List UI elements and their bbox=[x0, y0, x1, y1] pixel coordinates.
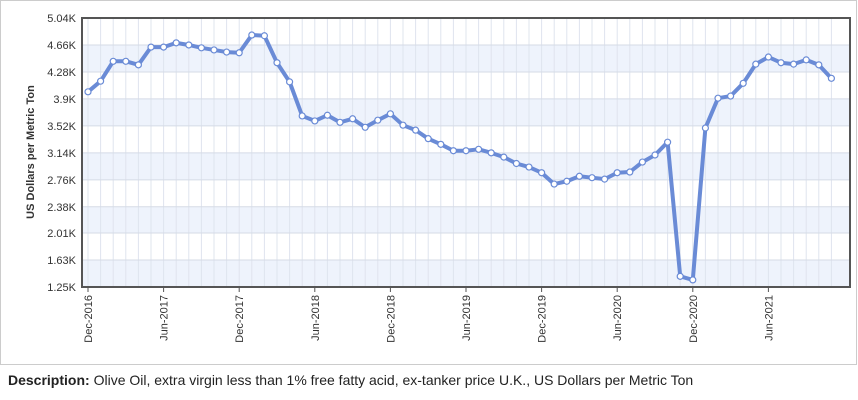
point bbox=[588, 174, 596, 182]
x-tick-label: Dec-2019 bbox=[537, 295, 549, 343]
x-tick-label: Dec-2020 bbox=[688, 295, 700, 343]
point bbox=[689, 276, 697, 284]
point bbox=[323, 111, 331, 119]
point bbox=[122, 57, 130, 65]
point bbox=[663, 138, 672, 146]
point bbox=[475, 145, 483, 153]
point bbox=[752, 60, 760, 68]
x-tick-label: Dec-2017 bbox=[234, 295, 246, 343]
point bbox=[134, 61, 142, 69]
point bbox=[248, 31, 256, 39]
point bbox=[512, 159, 521, 168]
point bbox=[613, 169, 621, 177]
point bbox=[701, 124, 710, 132]
point bbox=[802, 56, 810, 64]
point bbox=[550, 180, 558, 188]
point bbox=[273, 59, 281, 67]
point bbox=[676, 272, 684, 280]
point bbox=[789, 60, 798, 68]
point bbox=[827, 74, 836, 82]
point bbox=[739, 79, 747, 87]
point bbox=[449, 147, 457, 155]
y-tick-label: 2.76K bbox=[47, 175, 76, 187]
y-tick-label: 1.63K bbox=[47, 255, 76, 267]
x-tick-label: Dec-2016 bbox=[83, 295, 95, 343]
point bbox=[386, 110, 394, 118]
point bbox=[815, 61, 823, 69]
y-axis-label: US Dollars per Metric Ton bbox=[25, 85, 37, 219]
point bbox=[500, 153, 508, 161]
description: Description: Olive Oil, extra virgin les… bbox=[8, 372, 693, 388]
point bbox=[714, 94, 722, 102]
y-tick-label: 4.66K bbox=[47, 40, 76, 52]
point bbox=[412, 126, 420, 134]
point bbox=[575, 172, 584, 180]
x-tick-label: Dec-2018 bbox=[385, 295, 397, 343]
point bbox=[651, 151, 659, 159]
point bbox=[374, 116, 382, 124]
chart: US Dollars per Metric Ton 1.25K 1.63K 2.01… bbox=[0, 0, 857, 365]
point bbox=[399, 121, 407, 129]
x-tick-label: Jun-2020 bbox=[612, 295, 624, 341]
y-tick-label: 3.52K bbox=[47, 121, 76, 133]
point bbox=[525, 163, 533, 171]
point bbox=[361, 123, 369, 131]
point bbox=[437, 140, 445, 148]
point bbox=[311, 117, 319, 125]
point bbox=[726, 92, 735, 100]
x-tick-label: Jun-2021 bbox=[763, 295, 775, 341]
point bbox=[462, 147, 470, 155]
point bbox=[638, 158, 647, 166]
point bbox=[84, 88, 92, 96]
point bbox=[210, 46, 218, 54]
point bbox=[197, 44, 205, 52]
y-tick-label: 4.28K bbox=[47, 67, 76, 79]
point bbox=[777, 59, 785, 67]
point bbox=[160, 43, 168, 51]
point bbox=[260, 32, 268, 40]
y-tick-label: 3.14K bbox=[47, 148, 76, 160]
point bbox=[764, 53, 773, 61]
point bbox=[298, 112, 306, 120]
point bbox=[563, 177, 571, 185]
x-tick-label: Jun-2017 bbox=[159, 295, 171, 341]
point bbox=[185, 41, 193, 49]
point bbox=[286, 78, 294, 86]
point bbox=[235, 49, 243, 57]
point bbox=[223, 48, 231, 56]
point bbox=[537, 169, 546, 177]
point bbox=[96, 77, 105, 85]
x-tick-label: Jun-2018 bbox=[310, 295, 322, 341]
point bbox=[424, 135, 432, 143]
y-tick-label: 2.38K bbox=[47, 202, 76, 214]
point bbox=[487, 149, 495, 157]
description-label: Description: bbox=[8, 372, 90, 388]
y-tick-label: 3.9K bbox=[53, 94, 76, 106]
y-tick-label: 2.01K bbox=[47, 228, 76, 240]
point bbox=[600, 175, 609, 183]
description-text: Olive Oil, extra virgin less than 1% fre… bbox=[93, 372, 694, 388]
point bbox=[626, 168, 634, 176]
y-tick-label: 1.25K bbox=[47, 282, 76, 294]
y-tick-label: 5.04K bbox=[47, 13, 76, 25]
point bbox=[109, 57, 117, 65]
x-tick-label: Jun-2019 bbox=[461, 295, 473, 341]
point bbox=[349, 115, 357, 123]
point bbox=[172, 39, 180, 47]
point bbox=[336, 118, 344, 126]
point bbox=[147, 43, 155, 51]
